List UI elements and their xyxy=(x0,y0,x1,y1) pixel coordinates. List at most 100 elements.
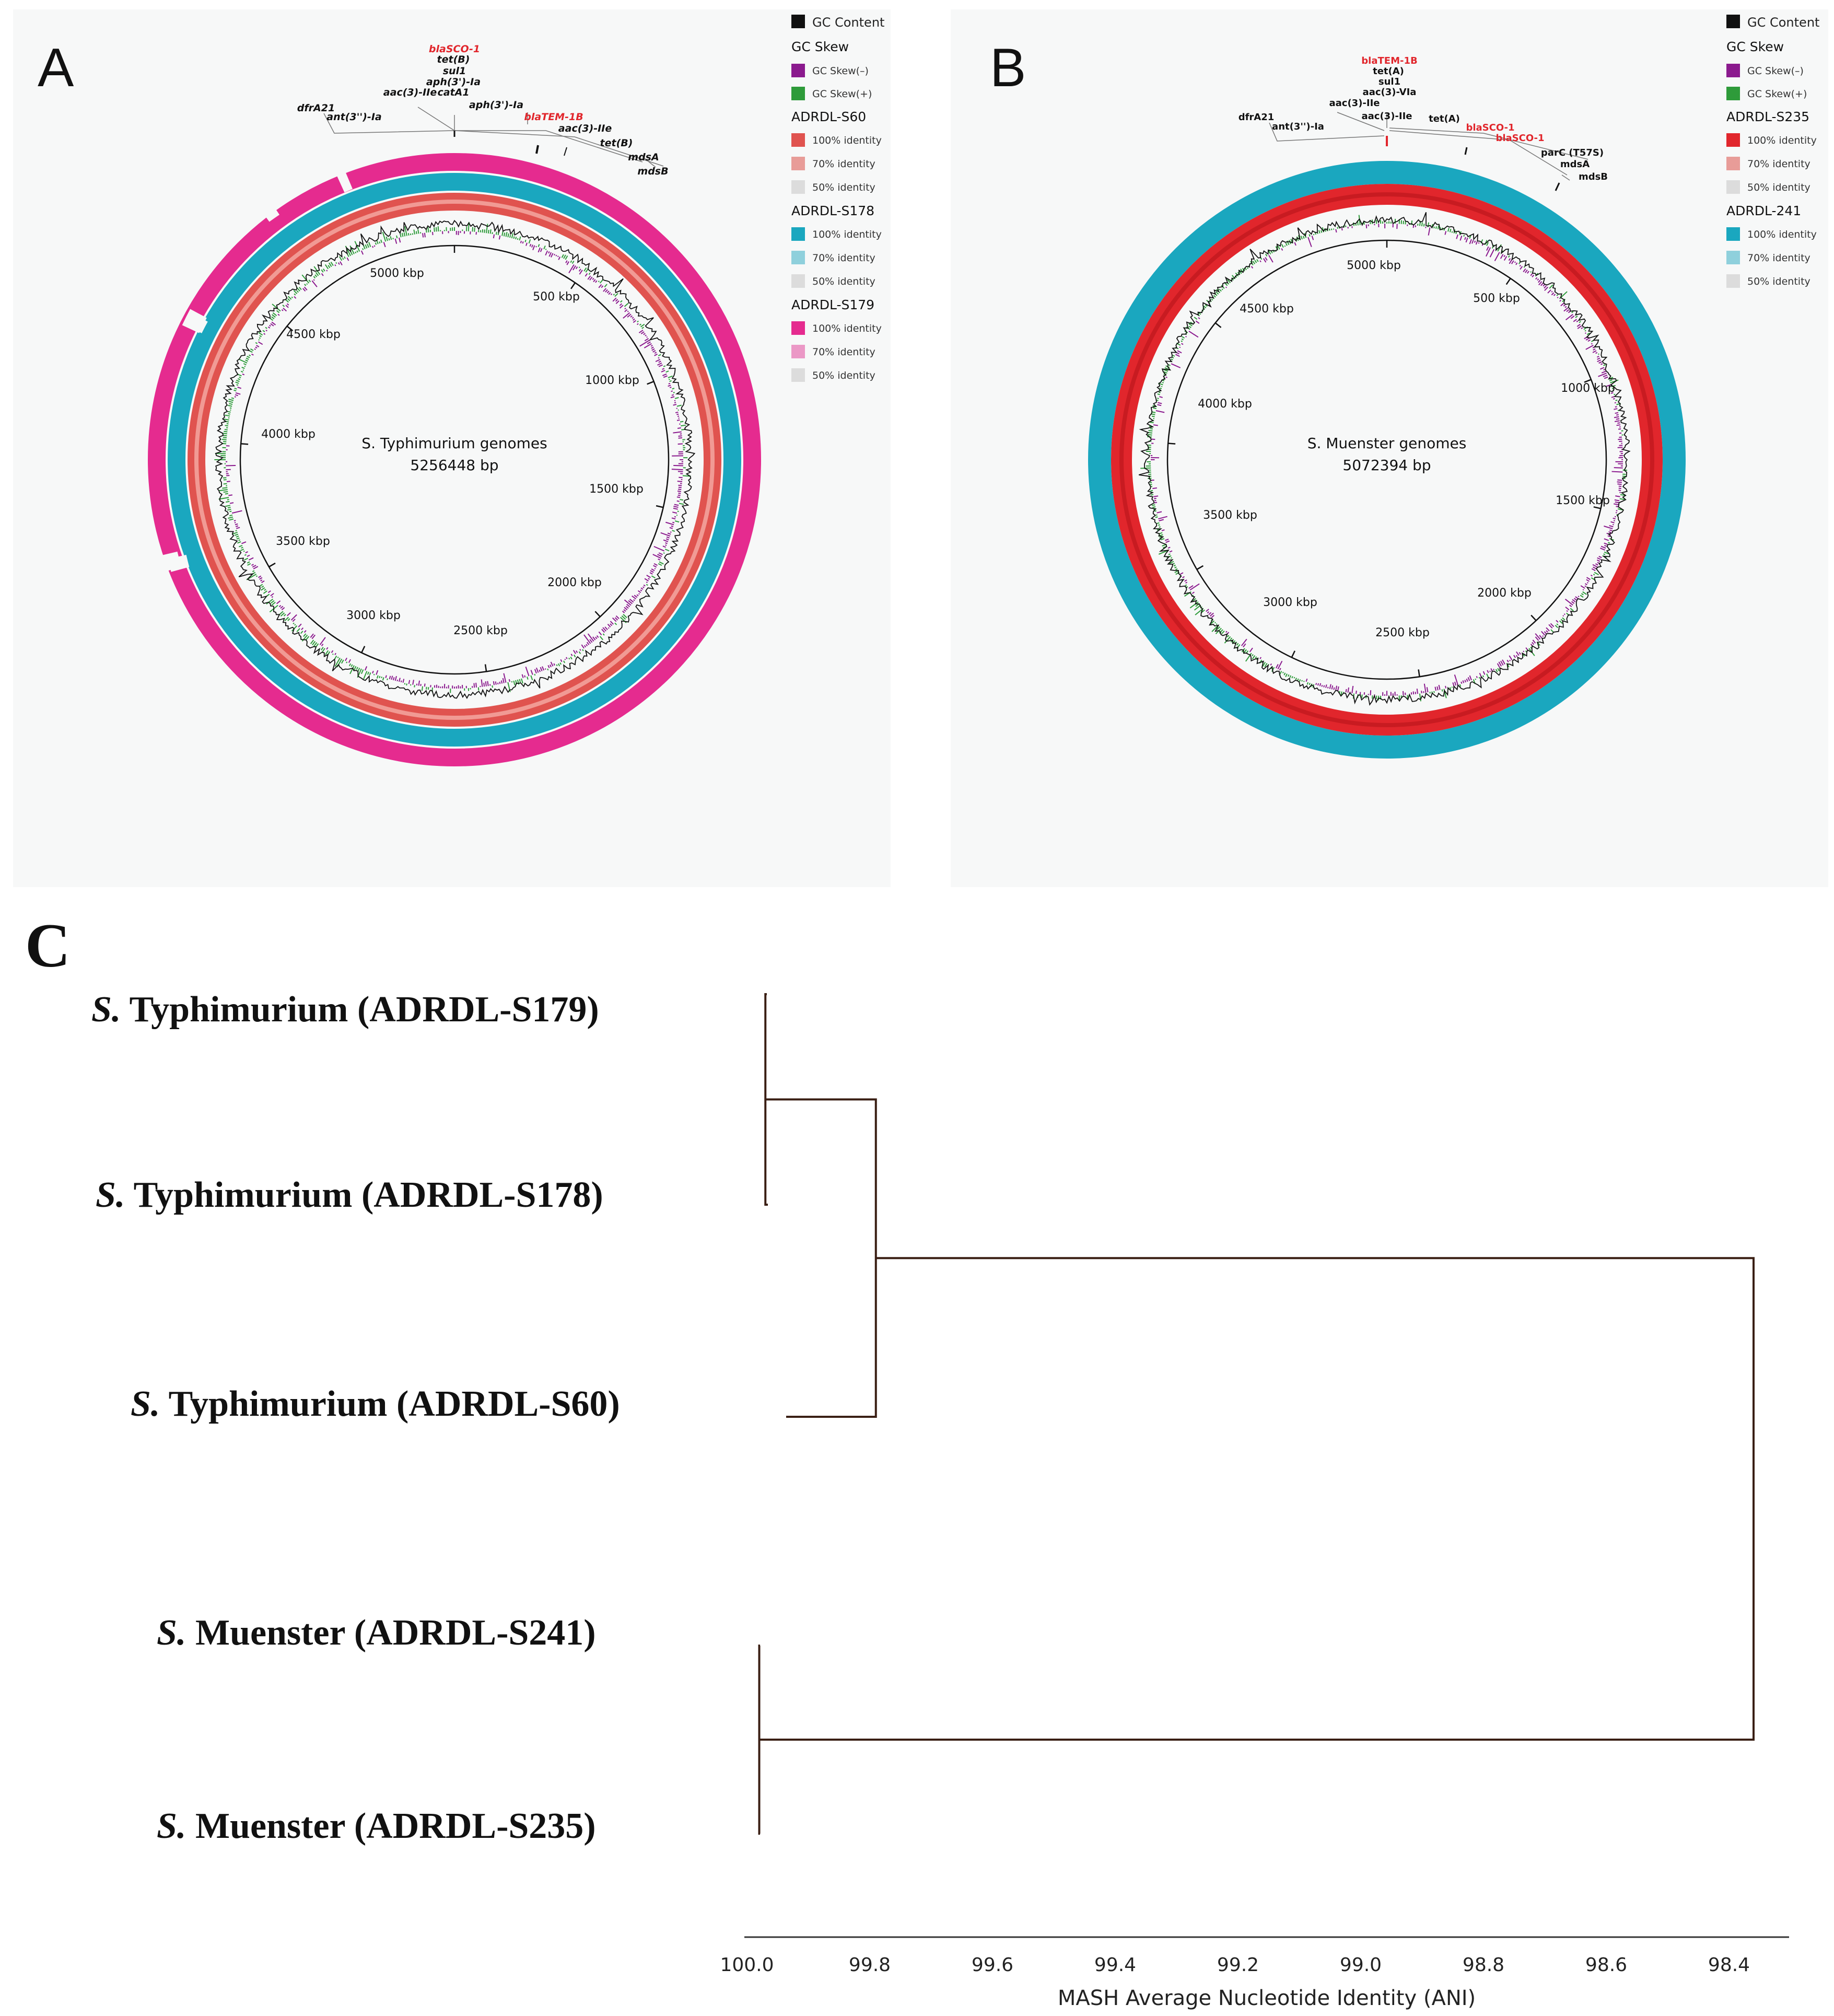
gc-skew-mark xyxy=(1214,622,1216,624)
gc-skew-mark xyxy=(298,623,302,628)
scale-tick xyxy=(286,325,294,332)
gc-skew-mark xyxy=(472,227,474,232)
scale-tick xyxy=(1196,565,1204,570)
gc-skew-mark xyxy=(666,536,670,539)
scale-ticks xyxy=(241,246,663,672)
gc-skew-mark xyxy=(1566,309,1570,312)
gc-skew-mark xyxy=(1151,415,1155,417)
gc-skew-mark xyxy=(1441,689,1443,692)
gc-skew-mark xyxy=(1604,545,1607,547)
x-tick-label: 100.0 xyxy=(720,1954,774,1976)
gc-skew-mark xyxy=(556,664,558,667)
gc-skew-mark xyxy=(1337,686,1339,691)
x-axis-ticks: 100.0 99.8 99.6 99.4 99.2 99.0 98.8 98.6… xyxy=(720,1954,1750,1976)
gc-skew-mark xyxy=(1471,240,1474,244)
gc-skew-mark xyxy=(1597,557,1602,560)
gc-skew-mark xyxy=(589,639,593,643)
gc-skew-mark xyxy=(298,287,302,290)
gc-skew-mark xyxy=(258,332,263,336)
gc-skew-mark xyxy=(1566,610,1568,612)
gc-skew-mark xyxy=(1459,684,1462,687)
gc-skew-mark xyxy=(1557,297,1559,299)
gc-skew-mark xyxy=(1540,282,1544,286)
gc-skew-mark xyxy=(592,277,594,280)
panel-a-rings xyxy=(148,153,761,766)
gc-skew-mark xyxy=(331,650,334,653)
gc-skew-mark xyxy=(1530,273,1533,276)
gc-skew-mark xyxy=(1596,355,1599,358)
gc-skew-mark xyxy=(1150,428,1153,429)
gc-skew-mark xyxy=(435,227,437,232)
tick-label-1000: 1000 kbp xyxy=(1561,382,1615,395)
gc-skew-mark xyxy=(487,229,489,234)
gc-skew-mark xyxy=(1596,560,1601,562)
gc-skew-mark xyxy=(1613,517,1616,520)
gc-skew-mark xyxy=(1604,538,1609,541)
gc-skew-mark xyxy=(1582,589,1584,591)
gc-skew-mark xyxy=(1217,626,1221,630)
gc-skew-mark xyxy=(1539,635,1543,638)
gene-label-sul1: sul1 xyxy=(1379,76,1400,87)
gc-skew-mark xyxy=(671,517,676,520)
gene-label-blasco-1: blaSCO-1 xyxy=(429,43,480,55)
gc-skew-mark xyxy=(281,309,284,311)
panel-b-gene-annotations: blaTEM-1B tet(A) sul1 aac(3)-VIa aac(3)-… xyxy=(1239,55,1608,191)
gc-skew-mark xyxy=(1191,591,1195,594)
legend-gc-content: GC Content xyxy=(812,15,884,30)
legend-swatch-skew-neg xyxy=(1726,64,1740,77)
gc-skew-mark xyxy=(658,354,661,357)
gc-skew-mark xyxy=(672,530,675,532)
x-tick-label: 98.8 xyxy=(1463,1954,1504,1976)
gc-skew-mark xyxy=(237,387,242,389)
gene-label-aac-3-iie-2: aac(3)-IIe xyxy=(1361,111,1412,122)
gc-skew-mark xyxy=(247,355,250,358)
gc-skew-mark xyxy=(655,359,661,363)
gc-skew-mark xyxy=(402,679,405,683)
gc-skew-mark xyxy=(623,609,626,612)
gc-skew-mark xyxy=(334,657,341,667)
gc-skew-mark xyxy=(1279,668,1281,671)
gc-skew-mark xyxy=(226,481,230,482)
gc-skew-mark xyxy=(658,563,662,566)
scale-tick xyxy=(656,505,663,508)
gc-skew-mark xyxy=(259,335,262,337)
gc-skew-mark xyxy=(1494,252,1500,261)
gc-skew-mark xyxy=(1487,670,1489,673)
gc-skew-mark xyxy=(654,352,657,354)
gc-skew-mark xyxy=(633,320,637,323)
gc-skew-mark xyxy=(1513,655,1516,658)
gc-skew-mark xyxy=(587,275,591,280)
gc-skew-mark xyxy=(363,671,368,680)
gc-skew-mark xyxy=(241,541,247,544)
gc-skew-mark xyxy=(1256,259,1259,262)
gc-skew-mark xyxy=(1168,364,1171,366)
gc-skew-mark xyxy=(672,521,675,523)
gc-skew-mark xyxy=(1578,596,1580,598)
gc-skew-mark xyxy=(614,622,617,625)
gc-skew-mark xyxy=(1153,407,1157,410)
gc-skew-mark xyxy=(228,401,233,403)
panel-b-center-title: S. Muenster genomes xyxy=(1307,435,1467,452)
panel-b-legend: GC Content GC Skew GC Skew(–) GC Skew(+)… xyxy=(1726,15,1819,288)
ring-adrdl-241 xyxy=(1088,161,1686,759)
gc-skew-mark xyxy=(1572,599,1576,602)
gc-skew-mark xyxy=(296,290,299,293)
gc-skew-mark xyxy=(1601,363,1603,365)
gc-skew-mark xyxy=(1485,247,1491,257)
branch-root xyxy=(759,1257,1755,1741)
gc-skew-mark xyxy=(1264,662,1268,668)
gc-skew-mark xyxy=(489,229,492,234)
gc-skew-mark xyxy=(340,261,343,266)
gc-skew-mark xyxy=(668,384,671,387)
gc-skew-mark xyxy=(1226,279,1231,284)
gc-skew-mark xyxy=(1597,359,1602,363)
gc-skew-mark xyxy=(1597,357,1601,360)
gc-skew-mark xyxy=(668,378,670,380)
gc-skew-mark xyxy=(624,599,632,606)
gc-skew-mark xyxy=(1560,619,1563,621)
x-tick-label: 99.2 xyxy=(1217,1954,1259,1976)
gc-skew-mark xyxy=(390,236,392,240)
gc-skew-mark xyxy=(1359,692,1361,695)
gc-skew-mark xyxy=(1209,612,1214,617)
